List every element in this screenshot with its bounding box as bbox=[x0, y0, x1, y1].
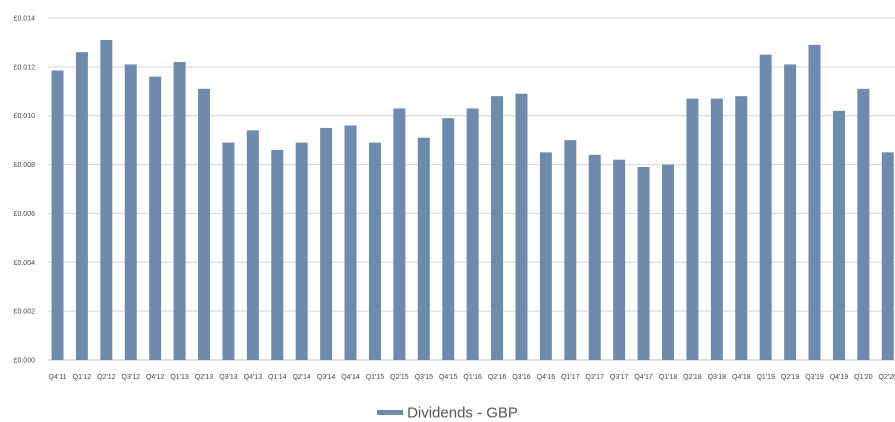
y-tick-label: £0.006 bbox=[14, 211, 36, 218]
bar bbox=[368, 142, 381, 360]
x-tick-label: Q3'14 bbox=[317, 374, 336, 381]
bar bbox=[662, 164, 674, 360]
bar bbox=[808, 44, 821, 360]
x-tick-label: Q4'12 bbox=[146, 374, 165, 381]
x-tick-label: Q1'14 bbox=[268, 374, 287, 381]
bar bbox=[491, 96, 504, 361]
y-axis-tick-labels: £0.000 £0.002 £0.004 £0.006 £0.008 £0.010 £0.0… bbox=[14, 16, 36, 365]
x-tick-label: Q2'17 bbox=[586, 374, 605, 381]
x-tick-label: Q4'19 bbox=[830, 374, 849, 381]
bars bbox=[51, 39, 894, 361]
bar bbox=[75, 52, 88, 360]
x-tick-label: Q1'19 bbox=[756, 374, 775, 381]
x-tick-label: Q3'15 bbox=[415, 374, 434, 381]
bar bbox=[539, 152, 552, 360]
x-axis-tick-labels: Q4'11 Q1'12 Q2'12 Q3'12 Q4'12 Q1'13 Q2'13 Q3'13… bbox=[49, 374, 895, 381]
y-tick-label: £0.008 bbox=[14, 162, 36, 169]
bar bbox=[735, 96, 748, 361]
x-tick-label: Q2'18 bbox=[683, 374, 702, 381]
x-tick-label: Q4'16 bbox=[537, 374, 556, 381]
legend-label: Dividends - GBP bbox=[407, 404, 518, 422]
y-tick-label: £0.000 bbox=[14, 358, 36, 365]
bar bbox=[51, 70, 64, 361]
x-tick-label: Q3'18 bbox=[708, 374, 727, 381]
x-tick-label: Q1'12 bbox=[73, 374, 92, 381]
bar bbox=[246, 130, 259, 360]
bar bbox=[222, 142, 235, 360]
bar bbox=[881, 152, 894, 360]
bar bbox=[710, 98, 723, 360]
x-tick-label: Q3'13 bbox=[219, 374, 238, 381]
y-tick-label: £0.004 bbox=[14, 260, 36, 267]
x-tick-label: Q1'16 bbox=[463, 374, 482, 381]
bar bbox=[832, 110, 845, 360]
bar bbox=[320, 127, 333, 360]
bar bbox=[393, 108, 406, 360]
bar bbox=[515, 93, 528, 360]
x-tick-label: Q4'11 bbox=[49, 374, 67, 381]
bar bbox=[417, 137, 430, 360]
bar bbox=[198, 88, 211, 360]
x-tick-label: Q4'18 bbox=[732, 374, 751, 381]
x-tick-label: Q4'15 bbox=[439, 374, 458, 381]
y-tick-label: £0.012 bbox=[14, 64, 36, 71]
x-tick-label: Q1'20 bbox=[854, 374, 873, 381]
bar bbox=[857, 88, 870, 360]
x-tick-label: Q4'17 bbox=[634, 374, 653, 381]
y-tick-label: £0.010 bbox=[14, 113, 36, 120]
x-tick-label: Q3'19 bbox=[805, 374, 824, 381]
bar bbox=[784, 64, 797, 361]
bar bbox=[564, 140, 577, 360]
bar bbox=[295, 142, 308, 360]
x-tick-label: Q3'16 bbox=[512, 374, 531, 381]
x-tick-label: Q1'13 bbox=[170, 374, 189, 381]
x-tick-label: Q2'12 bbox=[97, 374, 116, 381]
bar bbox=[124, 64, 137, 361]
bar bbox=[344, 125, 357, 360]
bar bbox=[466, 108, 479, 360]
x-tick-label: Q4'14 bbox=[341, 374, 360, 381]
bar bbox=[442, 118, 455, 361]
bar bbox=[613, 159, 626, 360]
x-tick-label: Q2'20 bbox=[879, 374, 895, 381]
x-tick-label: Q2'14 bbox=[292, 374, 311, 381]
bar bbox=[173, 61, 186, 360]
bar bbox=[637, 167, 650, 360]
legend: Dividends - GBP bbox=[0, 404, 895, 422]
x-tick-label: Q1'18 bbox=[659, 374, 678, 381]
y-tick-label: £0.014 bbox=[14, 16, 36, 23]
bar bbox=[149, 76, 162, 360]
legend-swatch bbox=[377, 409, 404, 415]
x-tick-label: Q2'15 bbox=[390, 374, 409, 381]
x-tick-label: Q1'15 bbox=[366, 374, 385, 381]
bar bbox=[271, 149, 284, 360]
bar bbox=[100, 39, 113, 360]
x-tick-label: Q2'19 bbox=[781, 374, 800, 381]
x-tick-label: Q2'16 bbox=[488, 374, 507, 381]
y-tick-label: £0.002 bbox=[14, 309, 36, 316]
bar bbox=[759, 54, 772, 361]
x-tick-label: Q3'12 bbox=[122, 374, 141, 381]
bar bbox=[686, 98, 699, 360]
bar bbox=[588, 154, 601, 360]
x-tick-label: Q2'13 bbox=[195, 374, 214, 381]
x-tick-label: Q4'13 bbox=[244, 374, 263, 381]
x-tick-label: Q3'17 bbox=[610, 374, 629, 381]
x-tick-label: Q1'17 bbox=[561, 374, 580, 381]
